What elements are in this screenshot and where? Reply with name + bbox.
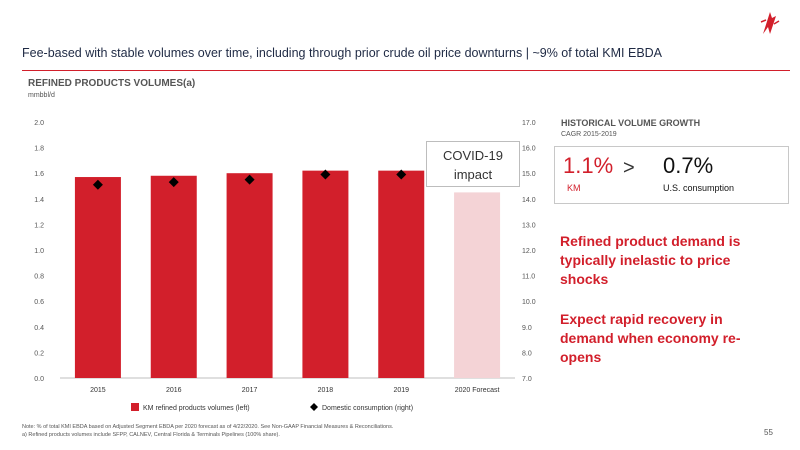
- slide-headline: Fee-based with stable volumes over time,…: [22, 46, 663, 60]
- chart-unit-label: mmbbl/d: [28, 92, 55, 99]
- consumption-marker: [168, 177, 179, 188]
- left-axis-tick-label: 0.6: [34, 299, 44, 306]
- right-axis-tick-label: 8.0: [522, 350, 532, 357]
- consumption-marker: [396, 169, 407, 180]
- page-number: 55: [764, 428, 773, 437]
- historical-growth-box: 1.1% KM > 0.7% U.S. consumption: [554, 146, 789, 204]
- category-label: 2018: [318, 387, 334, 394]
- right-axis-tick-label: 16.0: [522, 146, 536, 153]
- footnote-note: Note: % of total KMI EBDA based on Adjus…: [22, 424, 394, 430]
- header-divider: [22, 70, 790, 71]
- left-axis-tick-label: 0.2: [34, 350, 44, 357]
- left-axis-tick-label: 1.2: [34, 222, 44, 229]
- covid-annotation-line-2: impact: [453, 167, 493, 182]
- us-cagr-value: 0.7%: [663, 153, 714, 178]
- left-axis-tick-label: 1.4: [34, 197, 44, 204]
- km-cagr-label: KM: [567, 183, 581, 193]
- consumption-marker: [320, 169, 331, 180]
- right-axis-tick-label: 12.0: [522, 248, 536, 255]
- right-axis-tick-label: 14.0: [522, 197, 536, 204]
- left-axis-tick-label: 0.0: [34, 376, 44, 383]
- left-axis-tick-label: 1.0: [34, 248, 44, 255]
- legend-swatch-marker: [310, 403, 318, 411]
- company-logo-icon: [760, 12, 780, 34]
- right-axis-tick-label: 7.0: [522, 376, 532, 383]
- left-axis-tick-label: 0.4: [34, 325, 44, 332]
- historical-growth-title: HISTORICAL VOLUME GROWTH: [561, 118, 701, 128]
- bar: [378, 170, 425, 378]
- bar: [74, 177, 121, 378]
- bar: [226, 173, 273, 378]
- consumption-marker: [244, 174, 255, 185]
- chart-title: REFINED PRODUCTS VOLUMES(a): [28, 78, 196, 89]
- category-label: 2015: [90, 387, 106, 394]
- footnote-a: a) Refined products volumes include SFPP…: [22, 432, 280, 438]
- category-label: 2019: [393, 387, 409, 394]
- key-point-rapid-recovery: Expect rapid recovery in demand when eco…: [560, 311, 741, 365]
- left-axis-tick-label: 2.0: [34, 120, 44, 127]
- category-label: 2017: [242, 387, 258, 394]
- legend-swatch-bar: [131, 403, 139, 411]
- bar-forecast: [454, 192, 501, 378]
- right-axis-tick-label: 10.0: [522, 299, 536, 306]
- km-cagr-value: 1.1%: [563, 153, 614, 178]
- legend-label-marker: Domestic consumption (right): [322, 405, 413, 412]
- key-point-inelastic-demand: Refined product demand is typically inel…: [560, 233, 741, 287]
- covid-annotation-box: COVID-19 impact: [426, 141, 520, 187]
- right-axis-tick-label: 9.0: [522, 325, 532, 332]
- comparison-symbol: >: [623, 157, 635, 179]
- right-axis-tick-label: 17.0: [522, 120, 536, 127]
- legend-label-bar: KM refined products volumes (left): [143, 405, 250, 412]
- category-label: 2016: [166, 387, 182, 394]
- bar: [150, 175, 197, 378]
- left-axis-tick-label: 1.8: [34, 146, 44, 153]
- us-cagr-label: U.S. consumption: [663, 183, 735, 193]
- category-label: 2020 Forecast: [455, 387, 500, 394]
- right-axis-tick-label: 13.0: [522, 222, 536, 229]
- consumption-marker: [92, 179, 103, 190]
- left-axis-tick-label: 0.8: [34, 274, 44, 281]
- right-axis-tick-label: 11.0: [522, 274, 535, 281]
- covid-annotation-line-1: COVID-19: [443, 148, 503, 163]
- right-axis-tick-label: 15.0: [522, 171, 536, 178]
- historical-growth-subtitle: CAGR 2015-2019: [561, 131, 617, 138]
- left-axis-tick-label: 1.6: [34, 171, 44, 178]
- bar: [302, 170, 349, 378]
